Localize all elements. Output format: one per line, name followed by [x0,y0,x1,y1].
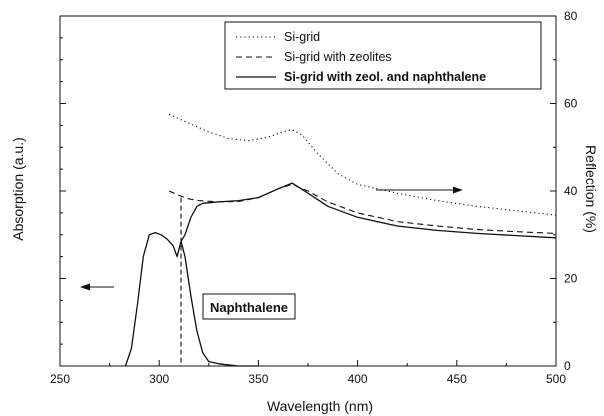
x-tick-label: 450 [447,372,467,386]
x-axis-label: Wavelength (nm) [267,398,373,414]
y-axis-right: 0 20 40 60 80 [550,9,578,373]
left-axis-arrow-head [80,283,90,291]
series-line-4 [180,241,259,367]
legend: Si-grid Si-grid with zeolites Si-grid with… [224,21,542,90]
series-line-3 [124,182,557,367]
series-line-1 [168,113,557,216]
annotations: Naphthalene [80,186,463,366]
legend-label: Si-grid with zeol. and naphthalene [284,70,486,84]
y-right-tick-label: 20 [564,272,578,286]
legend-label: Si-grid [284,30,320,44]
y-axis-label-right: Reflection (%) [583,145,599,233]
x-tick-label: 250 [50,372,70,386]
y-right-tick-label: 80 [564,9,578,23]
y-right-tick-label: 0 [564,359,571,373]
x-axis: 250 300 350 400 450 500 [50,360,566,386]
naphthalene-label: Naphthalene [210,300,288,315]
x-tick-label: 300 [149,372,169,386]
y-right-tick-label: 60 [564,97,578,111]
legend-box [224,21,542,90]
legend-label: Si-grid with zeolites [284,50,392,64]
y-right-tick-label: 40 [564,184,578,198]
naphthalene-label-box [202,293,296,320]
series-lines [124,113,557,367]
series-line-2 [168,183,557,234]
x-tick-label: 500 [546,372,566,386]
x-tick-label: 400 [348,372,368,386]
x-tick-label: 350 [248,372,268,386]
right-axis-arrow-head [453,186,463,194]
y-axis-label-left: Absorption (a.u.) [10,137,26,241]
